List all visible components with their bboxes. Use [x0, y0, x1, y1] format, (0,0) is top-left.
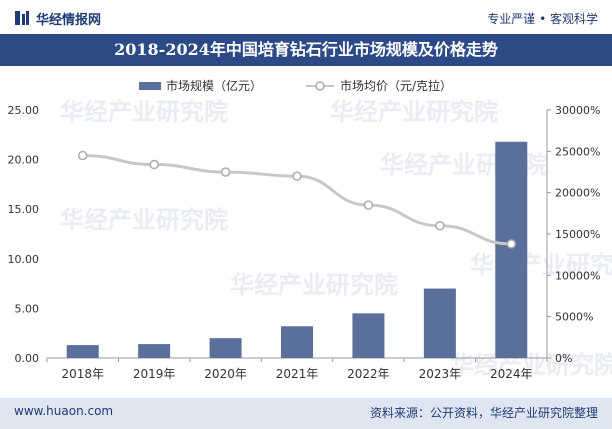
legend-bar-label: 市场规模（亿元）	[166, 78, 262, 93]
legend-line-marker	[315, 81, 325, 91]
legend-bar-swatch	[139, 82, 161, 90]
bar-market-size	[209, 338, 242, 358]
watermark-text: 华经产业研究院	[60, 206, 228, 234]
left-axis-tick-label: 5.00	[15, 302, 40, 315]
left-axis-tick-label: 25.00	[8, 104, 40, 117]
watermark-text: 华经产业研究院	[230, 271, 398, 299]
left-axis-tick-label: 15.00	[8, 203, 40, 216]
watermark-text: 华经产业研究院	[330, 98, 498, 126]
legend-line-label: 市场均价（元/克拉）	[340, 78, 452, 93]
footer-url: www.huaon.com	[14, 404, 114, 418]
bar-market-size	[352, 313, 385, 358]
legend: 市场规模（亿元） 市场均价（元/克拉）	[139, 78, 452, 93]
top-bar: 华经情报网 专业严谨 • 客观科学	[0, 0, 612, 34]
price-point	[220, 167, 231, 177]
bar-market-size	[138, 344, 171, 358]
right-axis-tick-label: 5000%	[555, 311, 593, 324]
brand: 华经情报网	[14, 8, 101, 28]
bar-market-size	[281, 326, 313, 358]
title-bar	[0, 34, 612, 66]
x-axis-tick-label: 2020年	[204, 367, 247, 381]
chart-title: 2018-2024年中国培育钻石行业市场规模及价格走势	[114, 40, 498, 59]
price-point	[292, 171, 302, 181]
price-point	[435, 220, 445, 231]
bars	[66, 141, 528, 358]
brand-name: 华经情报网	[36, 12, 102, 28]
right-axis-tick-label: 10000%	[555, 269, 600, 282]
watermarks: 华经产业研究院华经产业研究院华经产业研究院华经产业研究院华经产业研究院华经产业研…	[60, 98, 612, 379]
left-axis-tick-label: 0.00	[15, 352, 40, 365]
price-point	[149, 159, 159, 170]
watermark-text: 华经产业研究院	[470, 251, 612, 279]
price-point	[506, 239, 517, 249]
x-axis-tick-label: 2022年	[347, 367, 390, 381]
footer-source: 资料来源：公开资料，华经产业研究院整理	[369, 406, 598, 420]
x-axis-tick-label: 2024年	[490, 367, 533, 381]
x-axis-tick-label: 2018年	[61, 367, 104, 381]
bar-market-size	[66, 345, 99, 358]
x-axis-tick-label: 2023年	[419, 367, 462, 381]
footer-bar	[0, 398, 612, 429]
bar-market-size	[495, 141, 528, 358]
bar-market-size	[423, 288, 456, 358]
left-axis-tick-label: 20.00	[8, 154, 40, 167]
right-axis-tick-label: 25000%	[555, 145, 600, 158]
left-axis-tick-label: 10.00	[8, 253, 40, 266]
watermark-text: 华经产业研究院	[450, 351, 612, 379]
x-axis-tick-label: 2019年	[133, 367, 176, 381]
price-line	[77, 150, 517, 249]
chart-area: 华经产业研究院华经产业研究院华经产业研究院华经产业研究院华经产业研究院华经产业研…	[8, 78, 612, 381]
x-axis-tick-label: 2021年	[276, 367, 319, 381]
price-point	[363, 200, 374, 210]
right-axis-tick-label: 20000%	[555, 187, 600, 200]
right-axis-tick-label: 0%	[555, 352, 572, 365]
brand-logo-icon	[15, 11, 29, 25]
price-point	[77, 150, 88, 161]
right-axis-tick-label: 15000%	[555, 228, 600, 241]
right-axis-tick-label: 30000%	[555, 104, 600, 117]
tagline: 专业严谨 • 客观科学	[487, 12, 598, 26]
watermark-text: 华经产业研究院	[60, 98, 228, 126]
